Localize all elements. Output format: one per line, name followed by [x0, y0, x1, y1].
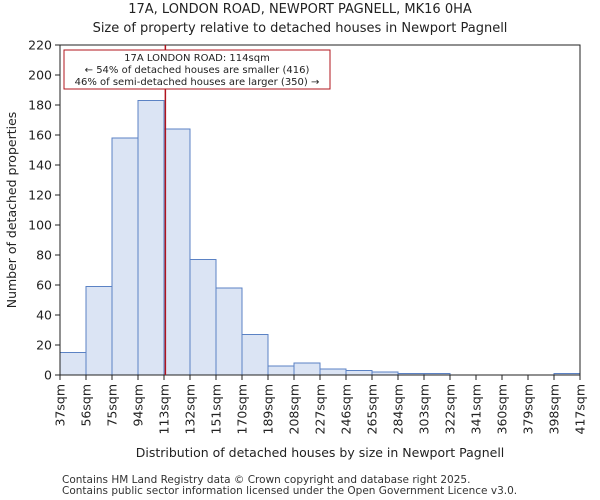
y-tick-label-8: 160 — [28, 128, 52, 143]
footer-line-1: Contains HM Land Registry data © Crown c… — [62, 474, 470, 486]
annotation-box: 17A LONDON ROAD: 114sqm ← 54% of detache… — [63, 49, 331, 90]
x-tick-label-16: 341sqm — [469, 384, 484, 434]
chart-title: 17A, LONDON ROAD, NEWPORT PAGNELL, MK16 … — [128, 2, 472, 17]
y-axis-ticks: 0 20 40 60 80 100 120 140 160 180 200 220 — [28, 38, 60, 383]
histogram-bar-9 — [293, 362, 321, 376]
x-tick-label-20: 417sqm — [573, 384, 588, 434]
histogram-bar-5 — [189, 259, 217, 376]
x-tick-label-10: 227sqm — [313, 384, 328, 434]
y-tick-label-1: 20 — [36, 338, 52, 353]
x-tick-label-13: 284sqm — [391, 384, 406, 434]
histogram-bar-7 — [241, 334, 269, 376]
y-tick-label-2: 40 — [36, 308, 52, 323]
y-tick-label-11: 220 — [28, 38, 52, 53]
annotation-line-1: 17A LONDON ROAD: 114sqm — [124, 53, 270, 64]
annotation-line-3: 46% of semi-detached houses are larger (… — [75, 77, 320, 88]
x-tick-label-7: 170sqm — [235, 384, 250, 434]
y-tick-label-5: 100 — [28, 218, 52, 233]
x-tick-label-15: 322sqm — [443, 384, 458, 434]
histogram-bar-1 — [85, 286, 113, 376]
x-tick-label-5: 132sqm — [183, 384, 198, 434]
x-tick-label-12: 265sqm — [365, 384, 380, 434]
footer-line-2: Contains public sector information licen… — [62, 485, 517, 497]
annotation-line-2: ← 54% of detached houses are smaller (41… — [85, 65, 310, 76]
y-tick-label-3: 60 — [36, 278, 52, 293]
y-tick-label-4: 80 — [36, 248, 52, 263]
x-tick-label-3: 94sqm — [131, 384, 146, 427]
y-tick-label-9: 180 — [28, 98, 52, 113]
annotation-frame — [63, 49, 331, 90]
histogram-bar-10 — [319, 368, 347, 376]
x-tick-label-2: 75sqm — [105, 384, 120, 427]
y-axis-label: Number of detached properties — [4, 112, 19, 309]
histogram-bar-3 — [137, 100, 165, 376]
x-tick-label-1: 56sqm — [79, 384, 94, 427]
x-tick-label-9: 208sqm — [287, 384, 302, 434]
y-tick-label-7: 140 — [28, 158, 52, 173]
x-tick-label-18: 379sqm — [521, 384, 536, 434]
histogram-bar-0 — [59, 352, 87, 376]
chart-subtitle: Size of property relative to detached ho… — [93, 21, 508, 36]
histogram-bar-8 — [267, 365, 295, 376]
histogram-bar-11 — [345, 370, 373, 376]
plot-area-frame — [59, 44, 581, 376]
x-tick-label-19: 398sqm — [547, 384, 562, 434]
x-axis-ticks: 37sqm 56sqm 75sqm 94sqm 113sqm 132sqm 151sqm 17… — [53, 375, 588, 434]
histogram-bar-2 — [111, 137, 139, 376]
x-tick-label-4: 113sqm — [157, 384, 172, 434]
x-tick-label-6: 151sqm — [209, 384, 224, 434]
x-tick-label-17: 360sqm — [495, 384, 510, 434]
histogram-bar-4 — [163, 128, 191, 376]
x-tick-label-0: 37sqm — [53, 384, 68, 427]
x-tick-label-14: 303sqm — [417, 384, 432, 434]
y-tick-label-0: 0 — [44, 368, 52, 383]
bars-group — [59, 100, 581, 376]
x-tick-label-8: 189sqm — [261, 384, 276, 434]
y-tick-label-10: 200 — [28, 68, 52, 83]
x-axis-label: Distribution of detached houses by size … — [136, 445, 505, 460]
histogram-bar-6 — [215, 287, 243, 376]
y-tick-label-6: 120 — [28, 188, 52, 203]
x-tick-label-11: 246sqm — [339, 384, 354, 434]
